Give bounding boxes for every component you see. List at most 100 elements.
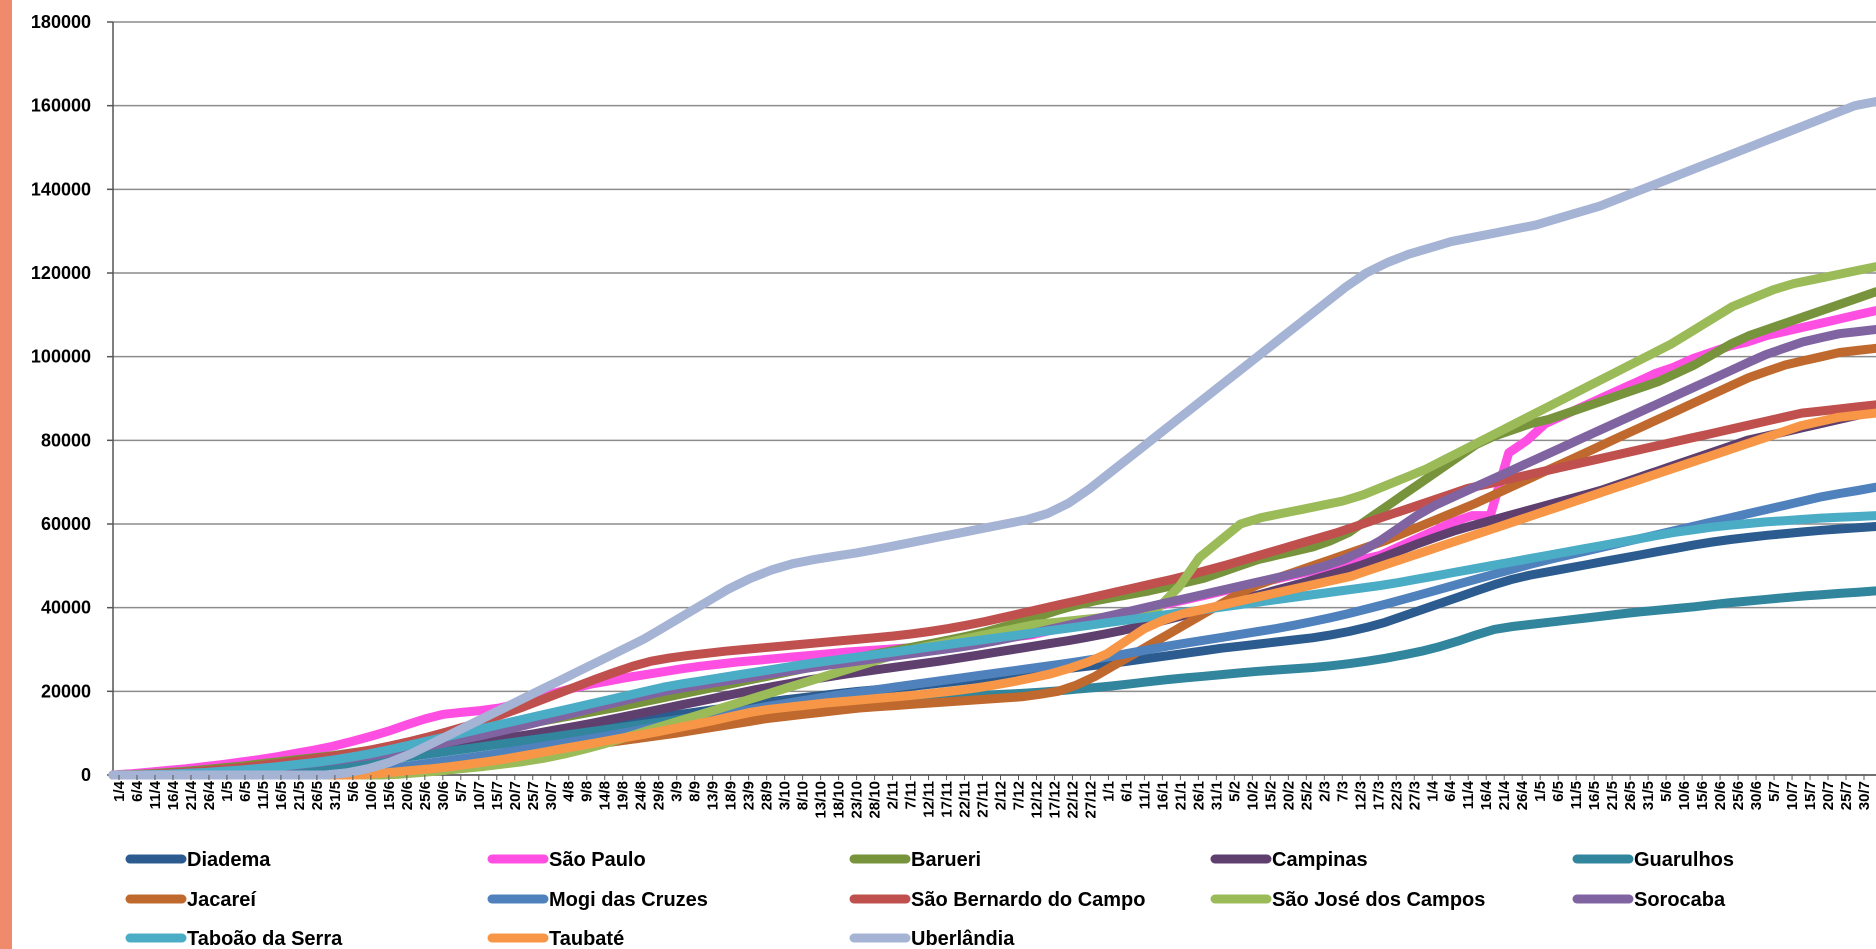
y-tick-label: 160000 [31, 96, 91, 116]
x-tick-label: 21/4 [183, 780, 200, 810]
x-tick-label: 22/3 [1388, 781, 1405, 810]
x-tick-label: 23/10 [849, 781, 866, 819]
x-tick-label: 6/4 [129, 780, 146, 802]
x-tick-label: 2/11 [885, 781, 902, 809]
x-tick-label: 6/1 [1118, 781, 1135, 802]
x-tick-label: 12/12 [1029, 781, 1046, 819]
legend-label: Campinas [1272, 849, 1368, 871]
x-tick-label: 5/7 [453, 781, 470, 802]
x-tick-label: 26/4 [201, 780, 218, 810]
x-tick-label: 16/5 [273, 781, 290, 810]
x-tick-label: 10/2 [1244, 781, 1261, 810]
x-tick-label: 5/6 [1658, 781, 1675, 802]
x-tick-label: 21/5 [291, 781, 308, 810]
x-tick-label: 9/8 [579, 781, 596, 802]
x-tick-label: 1/4 [111, 780, 128, 802]
x-tick-label: 31/5 [1640, 781, 1657, 810]
x-tick-label: 11/5 [255, 781, 272, 809]
x-tick-label: 25/2 [1298, 781, 1315, 810]
x-tick-label: 26/1 [1190, 781, 1207, 810]
x-tick-label: 17/3 [1370, 781, 1387, 810]
x-tick-label: 16/4 [1478, 780, 1495, 810]
x-tick-label: 20/2 [1280, 781, 1297, 810]
x-tick-label: 11/5 [1568, 781, 1585, 809]
y-tick-label: 0 [81, 765, 91, 785]
x-tick-label: 15/6 [381, 781, 398, 810]
series-line-3 [108, 406, 1876, 780]
x-tick-label: 17/12 [1047, 781, 1064, 819]
x-tick-label: 2/12 [993, 781, 1010, 810]
x-tick-label: 1/5 [219, 781, 236, 802]
x-tick-label: 20/7 [507, 781, 524, 810]
legend-label: São José dos Campos [1272, 889, 1485, 911]
y-axis-ticks: 0 20000 40000 60000 80000 100000 120000 140000 1… [31, 12, 113, 785]
legend-item: Taubaté [487, 928, 624, 949]
y-tick-label: 60000 [41, 514, 91, 534]
legend-item: Mogi das Cruzes [487, 889, 708, 911]
x-tick-label: 2/3 [1316, 781, 1333, 802]
x-tick-label: 22/12 [1065, 781, 1082, 819]
y-tick-label: 120000 [31, 263, 91, 283]
series-line-12 [108, 97, 1876, 780]
legend-label: Mogi das Cruzes [549, 889, 708, 911]
x-tick-label: 20/6 [399, 781, 416, 810]
x-tick-label: 21/4 [1496, 780, 1513, 810]
x-tick-label: 20/6 [1712, 781, 1729, 810]
x-tick-label: 30/7 [1856, 781, 1873, 810]
x-tick-label: 27/11 [975, 781, 992, 818]
x-tick-label: 4/8 [561, 781, 578, 802]
legend-item: São Paulo [487, 849, 646, 871]
x-tick-label: 30/6 [1748, 781, 1765, 810]
x-tick-label: 29/8 [651, 781, 668, 810]
legend-label: Sorocaba [1634, 889, 1726, 911]
x-tick-label: 15/6 [1694, 781, 1711, 810]
x-tick-label: 10/7 [471, 781, 488, 810]
x-tick-label: 5/2 [1226, 781, 1243, 802]
x-tick-label: 25/6 [417, 781, 434, 810]
x-tick-label: 16/5 [1586, 781, 1603, 810]
legend-item: Jacareí [125, 889, 257, 911]
x-tick-label: 31/5 [327, 781, 344, 810]
legend-item: Diadema [125, 849, 271, 871]
x-tick-label: 18/9 [723, 781, 740, 810]
legend-label: Guarulhos [1634, 849, 1734, 871]
x-tick-label: 15/7 [1802, 781, 1819, 810]
y-tick-label: 80000 [41, 430, 91, 450]
x-tick-label: 10/7 [1784, 781, 1801, 810]
legend-item: São Bernardo do Campo [849, 889, 1145, 911]
x-tick-label: 13/10 [813, 781, 830, 819]
legend-item: Sorocaba [1572, 889, 1726, 911]
x-tick-label: 30/7 [543, 781, 560, 810]
x-tick-label: 1/5 [1532, 781, 1549, 802]
x-tick-label: 20/7 [1820, 781, 1837, 810]
x-tick-label: 8/10 [795, 781, 812, 810]
legend: Diadema São Paulo Barueri Campinas Guarulhos… [125, 849, 1734, 949]
x-tick-label: 26/4 [1514, 780, 1531, 810]
x-tick-label: 7/3 [1334, 781, 1351, 802]
legend-label: São Paulo [549, 849, 646, 871]
legend-item: Guarulhos [1572, 849, 1734, 871]
x-tick-label: 27/3 [1406, 781, 1423, 810]
y-tick-label: 100000 [31, 347, 91, 367]
x-tick-label: 21/1 [1172, 781, 1189, 810]
series-line-11 [108, 408, 1876, 780]
series-line-7 [108, 400, 1876, 780]
legend-label: Diadema [187, 849, 271, 871]
x-tick-label: 3/10 [777, 781, 794, 810]
x-tick-label: 1/4 [1424, 780, 1441, 802]
legend-label: Barueri [911, 849, 981, 871]
x-tick-label: 18/10 [831, 781, 848, 819]
x-tick-label: 27/12 [1082, 781, 1099, 819]
y-tick-label: 180000 [31, 12, 91, 32]
x-tick-label: 28/9 [759, 781, 776, 810]
y-tick-label: 20000 [41, 681, 91, 701]
x-tick-label: 30/6 [435, 781, 452, 810]
x-tick-label: 14/8 [597, 781, 614, 810]
x-tick-label: 23/9 [741, 781, 758, 810]
x-tick-label: 26/5 [309, 781, 326, 810]
x-axis-ticks: 1/4 6/4 11/4 16/4 21/4 26/4 1/5 6/5 11/5 16/5 21/5… [111, 775, 1873, 819]
series-lines [108, 97, 1876, 780]
x-tick-label: 26/5 [1622, 781, 1639, 810]
x-tick-label: 13/9 [705, 781, 722, 810]
x-tick-label: 25/7 [1838, 781, 1855, 810]
